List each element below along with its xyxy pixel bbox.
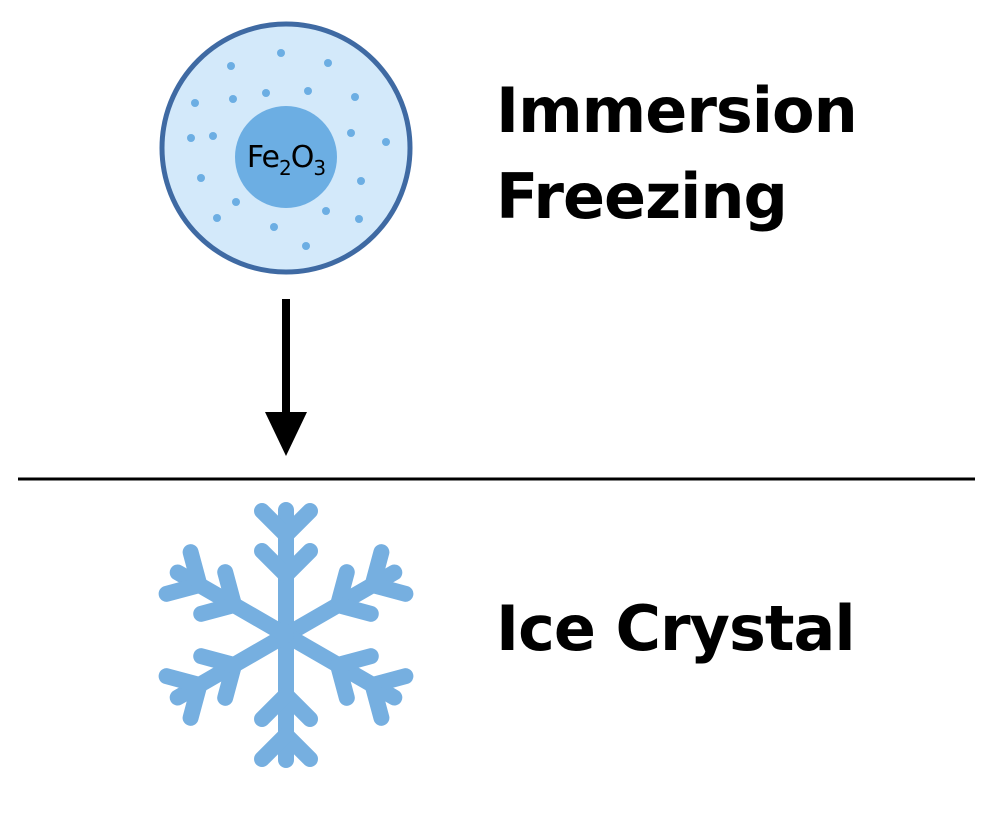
droplet: Fe2O3 — [159, 21, 413, 275]
droplet-dot — [229, 95, 237, 103]
snowflake-branch — [364, 577, 414, 602]
snowflake-branch — [278, 543, 318, 583]
droplet-dot — [357, 177, 365, 185]
droplet-dot — [213, 214, 221, 222]
droplet-dot — [187, 134, 195, 142]
droplet-dot — [277, 49, 285, 57]
droplet-dot — [209, 132, 217, 140]
snowflake-branch — [330, 657, 355, 706]
droplet-dot — [304, 87, 312, 95]
iron-oxide-core — [235, 106, 337, 208]
droplet-dot — [232, 198, 240, 206]
snowflake-branch — [158, 668, 208, 693]
droplet-dot — [322, 207, 330, 215]
snowflake-branch — [254, 727, 294, 767]
snowflake-icon — [158, 502, 414, 768]
droplet-dots — [187, 49, 390, 250]
snowflake-branch — [217, 564, 242, 613]
iron-oxide-formula: Fe2O3 — [247, 140, 325, 180]
formula-sub-3: 3 — [313, 156, 325, 180]
snowflake-branch — [182, 544, 208, 593]
droplet-dot — [324, 59, 332, 67]
droplet-dot — [262, 89, 270, 97]
droplet-dot — [227, 62, 235, 70]
snowflake-branch — [364, 677, 390, 726]
formula-fe: Fe — [247, 140, 279, 175]
down-arrow-icon — [265, 299, 307, 456]
snowflake-branch — [193, 648, 242, 673]
snowflake-branch — [330, 597, 379, 622]
snowflake-branch — [254, 687, 294, 727]
droplet-dot — [382, 138, 390, 146]
droplet-dot — [270, 223, 278, 231]
formula-o: O — [291, 140, 314, 175]
droplet-dot — [347, 129, 355, 137]
droplet-dot — [302, 242, 310, 250]
droplet-dot — [351, 93, 359, 101]
snowflake-branch — [278, 503, 318, 543]
process-title-line-1: Immersion — [496, 74, 858, 147]
droplet-dot — [355, 215, 363, 223]
formula-sub-2: 2 — [279, 156, 291, 180]
result-label: Ice Crystal — [496, 592, 856, 665]
process-title-line-2: Freezing — [496, 160, 788, 233]
droplet-dot — [197, 174, 205, 182]
droplet-dot — [191, 99, 199, 107]
process-title: Immersion Freezing — [496, 68, 858, 240]
